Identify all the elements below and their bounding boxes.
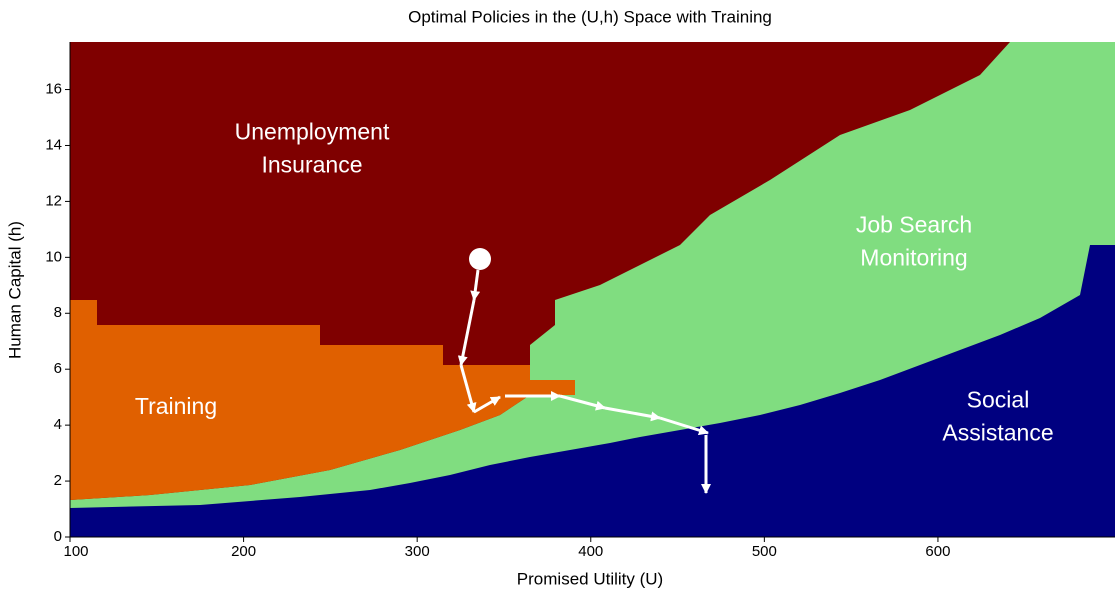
- y-tick-label: 10: [45, 248, 62, 265]
- y-tick-label: 8: [54, 304, 62, 321]
- x-tick-label: 500: [752, 543, 777, 560]
- region-label: Job Search: [856, 212, 972, 238]
- region-social: [70, 245, 1115, 537]
- arrow: [559, 394, 606, 411]
- arrow: [604, 406, 661, 422]
- y-tick-label: 12: [45, 192, 62, 209]
- arrow: [457, 299, 476, 366]
- region-label: Social: [967, 387, 1030, 413]
- region-label: Unemployment: [235, 119, 390, 145]
- arrow: [659, 416, 709, 436]
- region-label: Assistance: [942, 420, 1053, 446]
- x-tick-label: 400: [578, 543, 603, 560]
- x-axis-label: Promised Utility (U): [517, 569, 663, 588]
- y-tick-label: 4: [54, 416, 62, 433]
- arrow: [473, 395, 501, 414]
- region-training: [70, 300, 575, 500]
- arrow: [470, 269, 481, 301]
- x-tick-label: 600: [925, 543, 950, 560]
- y-tick-label: 14: [45, 136, 62, 153]
- arrow: [459, 364, 477, 413]
- x-tick-label: 200: [231, 543, 256, 560]
- x-tick-label: 100: [63, 543, 88, 560]
- y-tick-label: 16: [45, 81, 62, 98]
- chart-title: Optimal Policies in the (U,h) Space with…: [408, 7, 772, 26]
- y-axis-label: Human Capital (h): [5, 221, 24, 359]
- y-tick-label: 6: [54, 360, 62, 377]
- region-label: Monitoring: [860, 245, 967, 271]
- plot-area: [70, 42, 1115, 537]
- x-tick-label: 300: [405, 543, 430, 560]
- y-tick-label: 2: [54, 472, 62, 489]
- y-tick-label: 0: [54, 528, 62, 545]
- region-label: Insurance: [261, 152, 362, 178]
- region-label: Training: [135, 393, 217, 419]
- start-point: [469, 248, 491, 270]
